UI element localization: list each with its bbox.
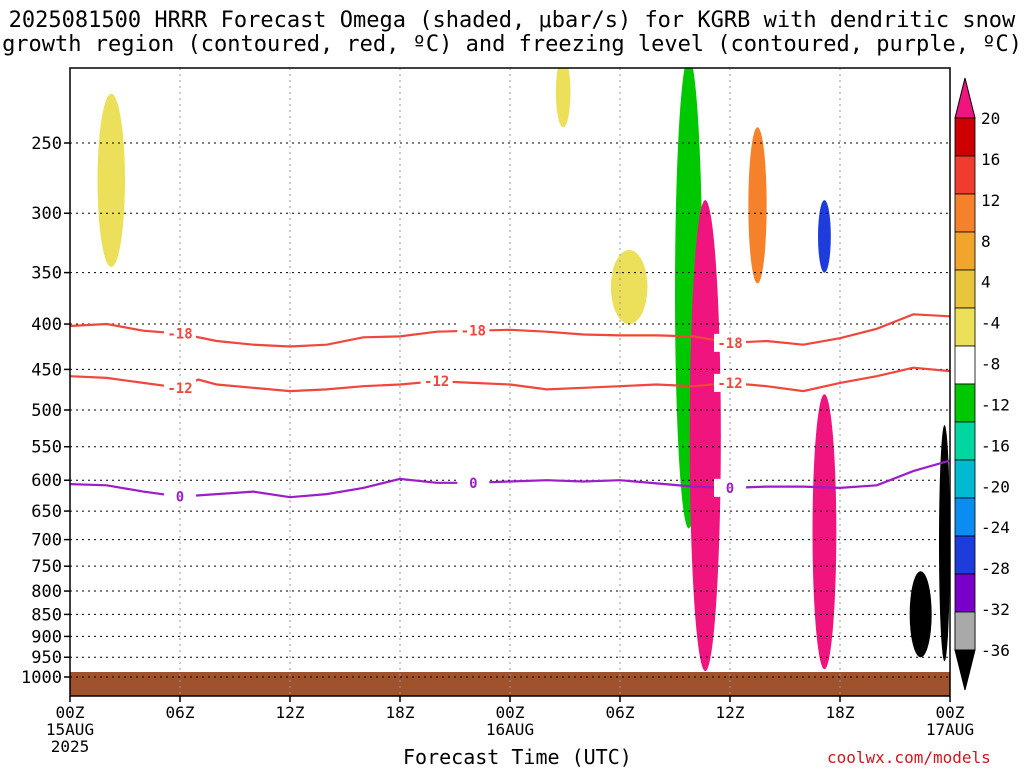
contour-label--12: -12 bbox=[717, 376, 742, 392]
x-axis-title: Forecast Time (UTC) bbox=[403, 745, 632, 769]
contour-label-bg bbox=[714, 333, 746, 352]
omega-region-1 bbox=[555, 68, 571, 128]
credit-text: coolwx.com/models bbox=[827, 748, 991, 767]
colorbar-swatch bbox=[954, 269, 976, 309]
x-tick-label: 00Z bbox=[936, 703, 965, 722]
contour-label-bg bbox=[714, 373, 746, 392]
x-tick-label: 18Z bbox=[386, 703, 415, 722]
contour-label-0: 0 bbox=[726, 481, 734, 497]
colorbar-label: -20 bbox=[981, 477, 1010, 496]
colorbar-label: 16 bbox=[981, 150, 1000, 169]
x-tick-label: 17AUG bbox=[926, 720, 974, 739]
contour-label--18: -18 bbox=[167, 327, 192, 343]
colorbar-label: 4 bbox=[981, 273, 991, 292]
contour-label-0: 0 bbox=[469, 476, 477, 492]
x-tick-label: 06Z bbox=[166, 703, 195, 722]
colorbar-swatch bbox=[954, 497, 976, 537]
omega-shading bbox=[97, 68, 950, 672]
colorbar-label: -28 bbox=[981, 559, 1010, 578]
omega-colorbar: 20 16 12 8 4 -4 -8 -12 -16 -20 -24 -28 -32 -36 bbox=[954, 77, 1010, 691]
colorbar-swatch bbox=[954, 193, 976, 233]
pressure-axis: 2503003504004505005506006507007508008509… bbox=[21, 134, 70, 688]
colorbar-bottom-arrow bbox=[954, 649, 976, 691]
x-tick-label: 12Z bbox=[276, 703, 305, 722]
contour-line--12 bbox=[70, 366, 950, 393]
colorbar-swatch bbox=[954, 459, 976, 499]
contour-label--12: -12 bbox=[424, 374, 449, 390]
contour-label-bg bbox=[164, 487, 196, 506]
y-tick-label: 300 bbox=[31, 204, 62, 224]
chart-title-line-1: 2025081500 HRRR Forecast Omega (shaded, … bbox=[8, 8, 1016, 33]
colorbar-swatch bbox=[954, 611, 976, 651]
y-tick-label: 250 bbox=[31, 134, 62, 154]
omega-region-9 bbox=[939, 425, 950, 662]
x-tick-label: 06Z bbox=[606, 703, 635, 722]
omega-region-8 bbox=[909, 571, 932, 658]
x-tick-label: 15AUG bbox=[46, 720, 94, 739]
omega-region-4 bbox=[689, 200, 721, 672]
y-tick-label: 800 bbox=[31, 582, 62, 602]
y-tick-label: 750 bbox=[31, 557, 62, 577]
colorbar-swatch bbox=[954, 307, 976, 347]
y-tick-label: 950 bbox=[31, 648, 62, 668]
x-tick-label: 00Z bbox=[496, 703, 525, 722]
colorbar-swatch bbox=[954, 345, 976, 385]
colorbar-label: -16 bbox=[981, 436, 1010, 455]
y-tick-label: 700 bbox=[31, 531, 62, 551]
colorbar-swatch bbox=[954, 155, 976, 195]
contour-label--18: -18 bbox=[461, 324, 486, 340]
y-tick-label: 500 bbox=[31, 401, 62, 421]
colorbar-swatch bbox=[954, 421, 976, 461]
contour-lines: -18 -18 -18 -12 -12 -12 0 0 0 bbox=[70, 313, 950, 506]
omega-region-2 bbox=[610, 249, 648, 325]
y-tick-label: 900 bbox=[31, 627, 62, 647]
colorbar-label: 12 bbox=[981, 191, 1000, 210]
contour-label-0: 0 bbox=[176, 490, 184, 506]
omega-region-7 bbox=[818, 200, 831, 273]
omega-region-5 bbox=[748, 127, 767, 284]
colorbar-top-arrow bbox=[954, 77, 976, 119]
contour-label-bg bbox=[714, 478, 746, 497]
contour-label-bg bbox=[457, 321, 490, 340]
x-tick-label: 2025 bbox=[51, 737, 90, 756]
y-tick-label: 650 bbox=[31, 502, 62, 522]
colorbar-label: -32 bbox=[981, 600, 1010, 619]
y-tick-label: 350 bbox=[31, 264, 62, 284]
colorbar-label: -24 bbox=[981, 518, 1010, 537]
x-tick-label: 00Z bbox=[56, 703, 85, 722]
contour-label--12: -12 bbox=[167, 381, 192, 397]
y-tick-label: 400 bbox=[31, 315, 62, 335]
contour-line-0 bbox=[70, 459, 950, 499]
contour-label-bg bbox=[164, 324, 196, 343]
colorbar-swatch bbox=[954, 231, 976, 271]
y-tick-label: 600 bbox=[31, 471, 62, 491]
chart-title-line-2: growth region (contoured, red, ºC) and f… bbox=[2, 32, 1022, 57]
contour-line--18 bbox=[70, 313, 950, 348]
colorbar-swatch bbox=[954, 383, 976, 423]
contour-label-bg bbox=[457, 473, 490, 492]
colorbar-swatch bbox=[954, 535, 976, 575]
omega-region-0 bbox=[97, 93, 125, 268]
colorbar-label: -8 bbox=[981, 355, 1000, 374]
colorbar-label: 20 bbox=[981, 109, 1000, 128]
colorbar-label: -12 bbox=[981, 395, 1010, 414]
y-tick-label: 1000 bbox=[21, 668, 62, 688]
x-tick-label: 12Z bbox=[716, 703, 745, 722]
contour-label-bg bbox=[420, 372, 453, 391]
y-tick-label: 850 bbox=[31, 605, 62, 625]
y-tick-label: 450 bbox=[31, 360, 62, 380]
colorbar-label: -36 bbox=[981, 641, 1010, 660]
contour-label--18: -18 bbox=[717, 336, 742, 352]
x-tick-label: 18Z bbox=[826, 703, 855, 722]
x-tick-label: 16AUG bbox=[486, 720, 534, 739]
colorbar-swatch bbox=[954, 573, 976, 613]
omega-region-6 bbox=[812, 394, 837, 670]
contour-label-bg bbox=[164, 378, 196, 397]
colorbar-label: 8 bbox=[981, 232, 991, 251]
colorbar-swatch bbox=[954, 117, 976, 157]
y-tick-label: 550 bbox=[31, 438, 62, 458]
colorbar-label: -4 bbox=[981, 314, 1000, 333]
